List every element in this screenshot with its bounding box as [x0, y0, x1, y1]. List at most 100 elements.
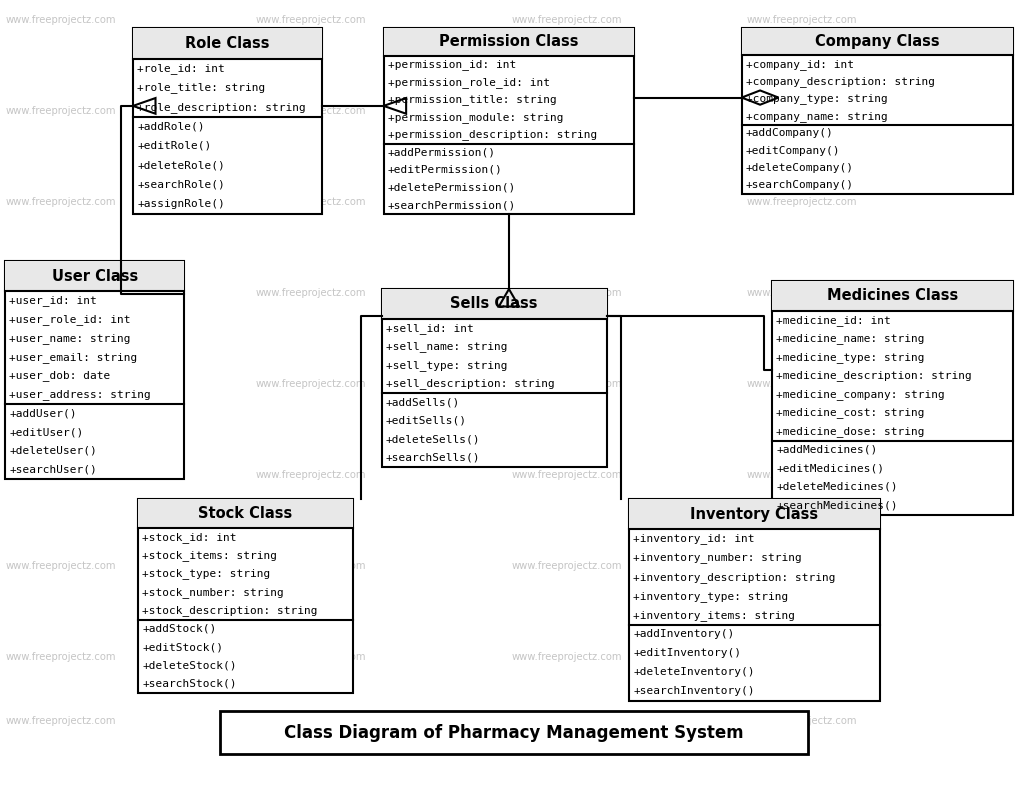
Text: +role_id: int: +role_id: int [137, 63, 225, 74]
Text: www.freeprojectz.com: www.freeprojectz.com [512, 653, 622, 662]
Text: www.freeprojectz.com: www.freeprojectz.com [256, 288, 366, 298]
Text: +sell_description: string: +sell_description: string [386, 379, 554, 389]
Text: +deleteCompany(): +deleteCompany() [746, 163, 854, 173]
Text: +deleteMedicines(): +deleteMedicines() [776, 482, 898, 492]
Text: +editCompany(): +editCompany() [746, 146, 840, 156]
Text: www.freeprojectz.com: www.freeprojectz.com [747, 379, 857, 389]
Text: Permission Class: Permission Class [439, 34, 579, 49]
Text: +deleteStock(): +deleteStock() [142, 661, 236, 671]
FancyBboxPatch shape [138, 499, 353, 693]
Text: +addMedicines(): +addMedicines() [776, 445, 878, 455]
Text: www.freeprojectz.com: www.freeprojectz.com [256, 653, 366, 662]
Text: +permission_id: int: +permission_id: int [388, 59, 516, 70]
Text: +user_address: string: +user_address: string [9, 389, 151, 400]
FancyBboxPatch shape [772, 281, 1013, 310]
Text: +editStock(): +editStock() [142, 642, 223, 653]
Text: +user_id: int: +user_id: int [9, 295, 97, 307]
Text: Inventory Class: Inventory Class [691, 507, 818, 522]
Text: +inventory_items: string: +inventory_items: string [633, 610, 795, 621]
Text: +deletePermission(): +deletePermission() [388, 182, 516, 192]
Text: +company_name: string: +company_name: string [746, 111, 888, 121]
Text: +addCompany(): +addCompany() [746, 128, 834, 139]
Text: www.freeprojectz.com: www.freeprojectz.com [256, 15, 366, 25]
Text: www.freeprojectz.com: www.freeprojectz.com [747, 15, 857, 25]
Text: +deleteSells(): +deleteSells() [386, 435, 480, 444]
FancyBboxPatch shape [742, 28, 1013, 194]
Text: www.freeprojectz.com: www.freeprojectz.com [5, 470, 116, 480]
Text: +addSells(): +addSells() [386, 398, 460, 407]
FancyBboxPatch shape [629, 499, 880, 529]
Text: www.freeprojectz.com: www.freeprojectz.com [256, 197, 366, 207]
Text: +searchInventory(): +searchInventory() [633, 687, 755, 696]
Text: www.freeprojectz.com: www.freeprojectz.com [5, 288, 116, 298]
Text: +medicine_name: string: +medicine_name: string [776, 333, 925, 344]
Text: www.freeprojectz.com: www.freeprojectz.com [512, 288, 622, 298]
Text: +searchUser(): +searchUser() [9, 465, 97, 474]
Text: www.freeprojectz.com: www.freeprojectz.com [5, 379, 116, 389]
Text: +addInventory(): +addInventory() [633, 629, 735, 639]
Text: www.freeprojectz.com: www.freeprojectz.com [256, 470, 366, 480]
Text: www.freeprojectz.com: www.freeprojectz.com [747, 470, 857, 480]
Text: +role_title: string: +role_title: string [137, 82, 265, 93]
Text: +user_email: string: +user_email: string [9, 352, 137, 363]
Text: +company_description: string: +company_description: string [746, 76, 935, 87]
Text: www.freeprojectz.com: www.freeprojectz.com [5, 197, 116, 207]
Text: +permission_role_id: int: +permission_role_id: int [388, 77, 549, 88]
Text: Medicines Class: Medicines Class [827, 288, 959, 303]
Text: +stock_type: string: +stock_type: string [142, 569, 270, 580]
Text: User Class: User Class [51, 268, 138, 284]
Text: +medicine_description: string: +medicine_description: string [776, 371, 972, 381]
Text: +medicine_company: string: +medicine_company: string [776, 389, 945, 400]
Text: +addUser(): +addUser() [9, 409, 77, 418]
Text: +user_name: string: +user_name: string [9, 333, 131, 344]
Text: +editUser(): +editUser() [9, 427, 84, 437]
Text: www.freeprojectz.com: www.freeprojectz.com [5, 716, 116, 725]
Text: +user_role_id: int: +user_role_id: int [9, 314, 131, 325]
Text: +searchSells(): +searchSells() [386, 453, 480, 463]
FancyBboxPatch shape [384, 28, 634, 55]
Text: www.freeprojectz.com: www.freeprojectz.com [5, 106, 116, 116]
Text: +editMedicines(): +editMedicines() [776, 463, 885, 474]
Text: www.freeprojectz.com: www.freeprojectz.com [512, 716, 622, 725]
Text: Sells Class: Sells Class [450, 296, 538, 311]
Text: www.freeprojectz.com: www.freeprojectz.com [747, 562, 857, 571]
Text: www.freeprojectz.com: www.freeprojectz.com [5, 653, 116, 662]
FancyBboxPatch shape [5, 261, 184, 479]
Text: +searchRole(): +searchRole() [137, 180, 225, 190]
Text: +company_type: string: +company_type: string [746, 93, 888, 105]
Text: www.freeprojectz.com: www.freeprojectz.com [747, 288, 857, 298]
Text: +searchPermission(): +searchPermission() [388, 200, 516, 210]
Text: +editPermission(): +editPermission() [388, 165, 502, 175]
Text: +role_description: string: +role_description: string [137, 101, 306, 112]
Text: +deleteRole(): +deleteRole() [137, 160, 225, 170]
Text: +searchStock(): +searchStock() [142, 679, 236, 689]
Text: +sell_name: string: +sell_name: string [386, 341, 507, 352]
Text: +medicine_dose: string: +medicine_dose: string [776, 426, 925, 437]
Text: www.freeprojectz.com: www.freeprojectz.com [512, 15, 622, 25]
FancyBboxPatch shape [138, 499, 353, 528]
FancyBboxPatch shape [742, 28, 1013, 55]
Text: www.freeprojectz.com: www.freeprojectz.com [512, 197, 622, 207]
Text: +searchCompany(): +searchCompany() [746, 181, 854, 190]
Text: www.freeprojectz.com: www.freeprojectz.com [747, 716, 857, 725]
Text: +company_id: int: +company_id: int [746, 59, 854, 70]
Text: Company Class: Company Class [815, 34, 939, 49]
FancyBboxPatch shape [772, 281, 1013, 515]
Text: +editSells(): +editSells() [386, 416, 466, 426]
FancyBboxPatch shape [133, 28, 322, 214]
FancyBboxPatch shape [384, 28, 634, 214]
Text: www.freeprojectz.com: www.freeprojectz.com [747, 106, 857, 116]
Text: +editRole(): +editRole() [137, 141, 212, 151]
Text: +permission_title: string: +permission_title: string [388, 94, 557, 105]
Text: www.freeprojectz.com: www.freeprojectz.com [747, 653, 857, 662]
Text: www.freeprojectz.com: www.freeprojectz.com [5, 562, 116, 571]
Text: Class Diagram of Pharmacy Management System: Class Diagram of Pharmacy Management Sys… [284, 724, 744, 741]
Text: +editInventory(): +editInventory() [633, 649, 742, 658]
Text: +inventory_number: string: +inventory_number: string [633, 553, 802, 563]
FancyBboxPatch shape [220, 711, 808, 754]
Text: www.freeprojectz.com: www.freeprojectz.com [256, 106, 366, 116]
Text: +deleteInventory(): +deleteInventory() [633, 668, 755, 677]
Text: +permission_description: string: +permission_description: string [388, 129, 597, 140]
Text: +inventory_type: string: +inventory_type: string [633, 591, 789, 602]
Text: +stock_id: int: +stock_id: int [142, 532, 236, 543]
